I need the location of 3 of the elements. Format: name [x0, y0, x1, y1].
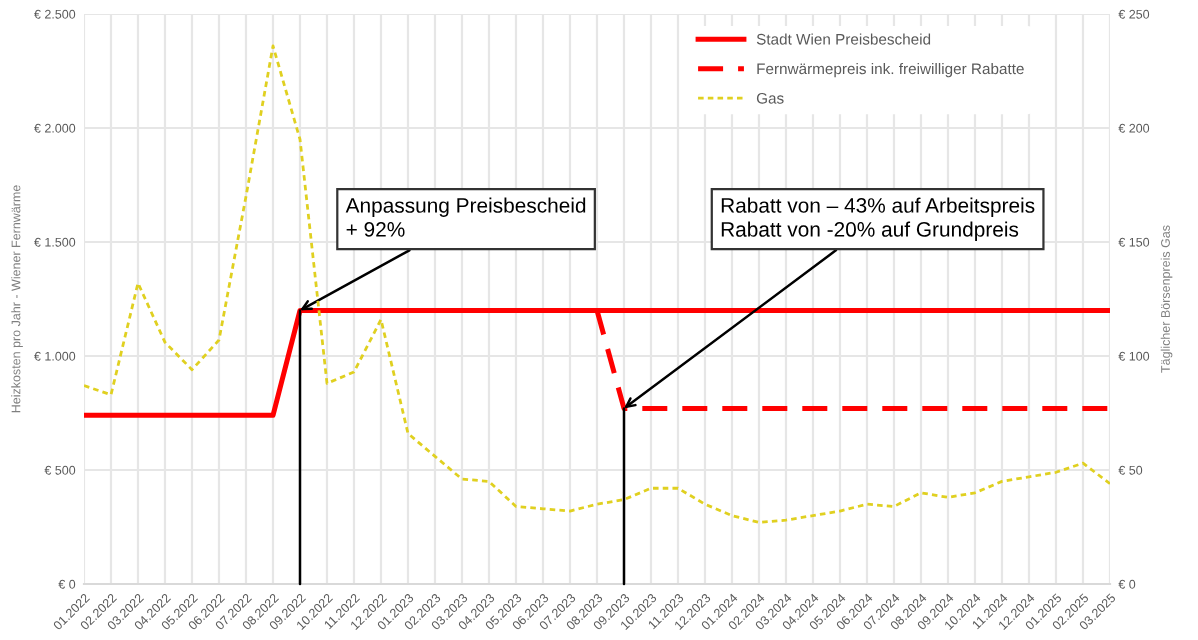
annotation: Rabatt von – 43% auf Arbeitspreis Rabatt von -20% auf Grundpreis — [721, 197, 1035, 241]
line-series — [84, 44, 1110, 524]
annotation: Anpassung Preisbescheid + 92% — [345, 197, 586, 237]
